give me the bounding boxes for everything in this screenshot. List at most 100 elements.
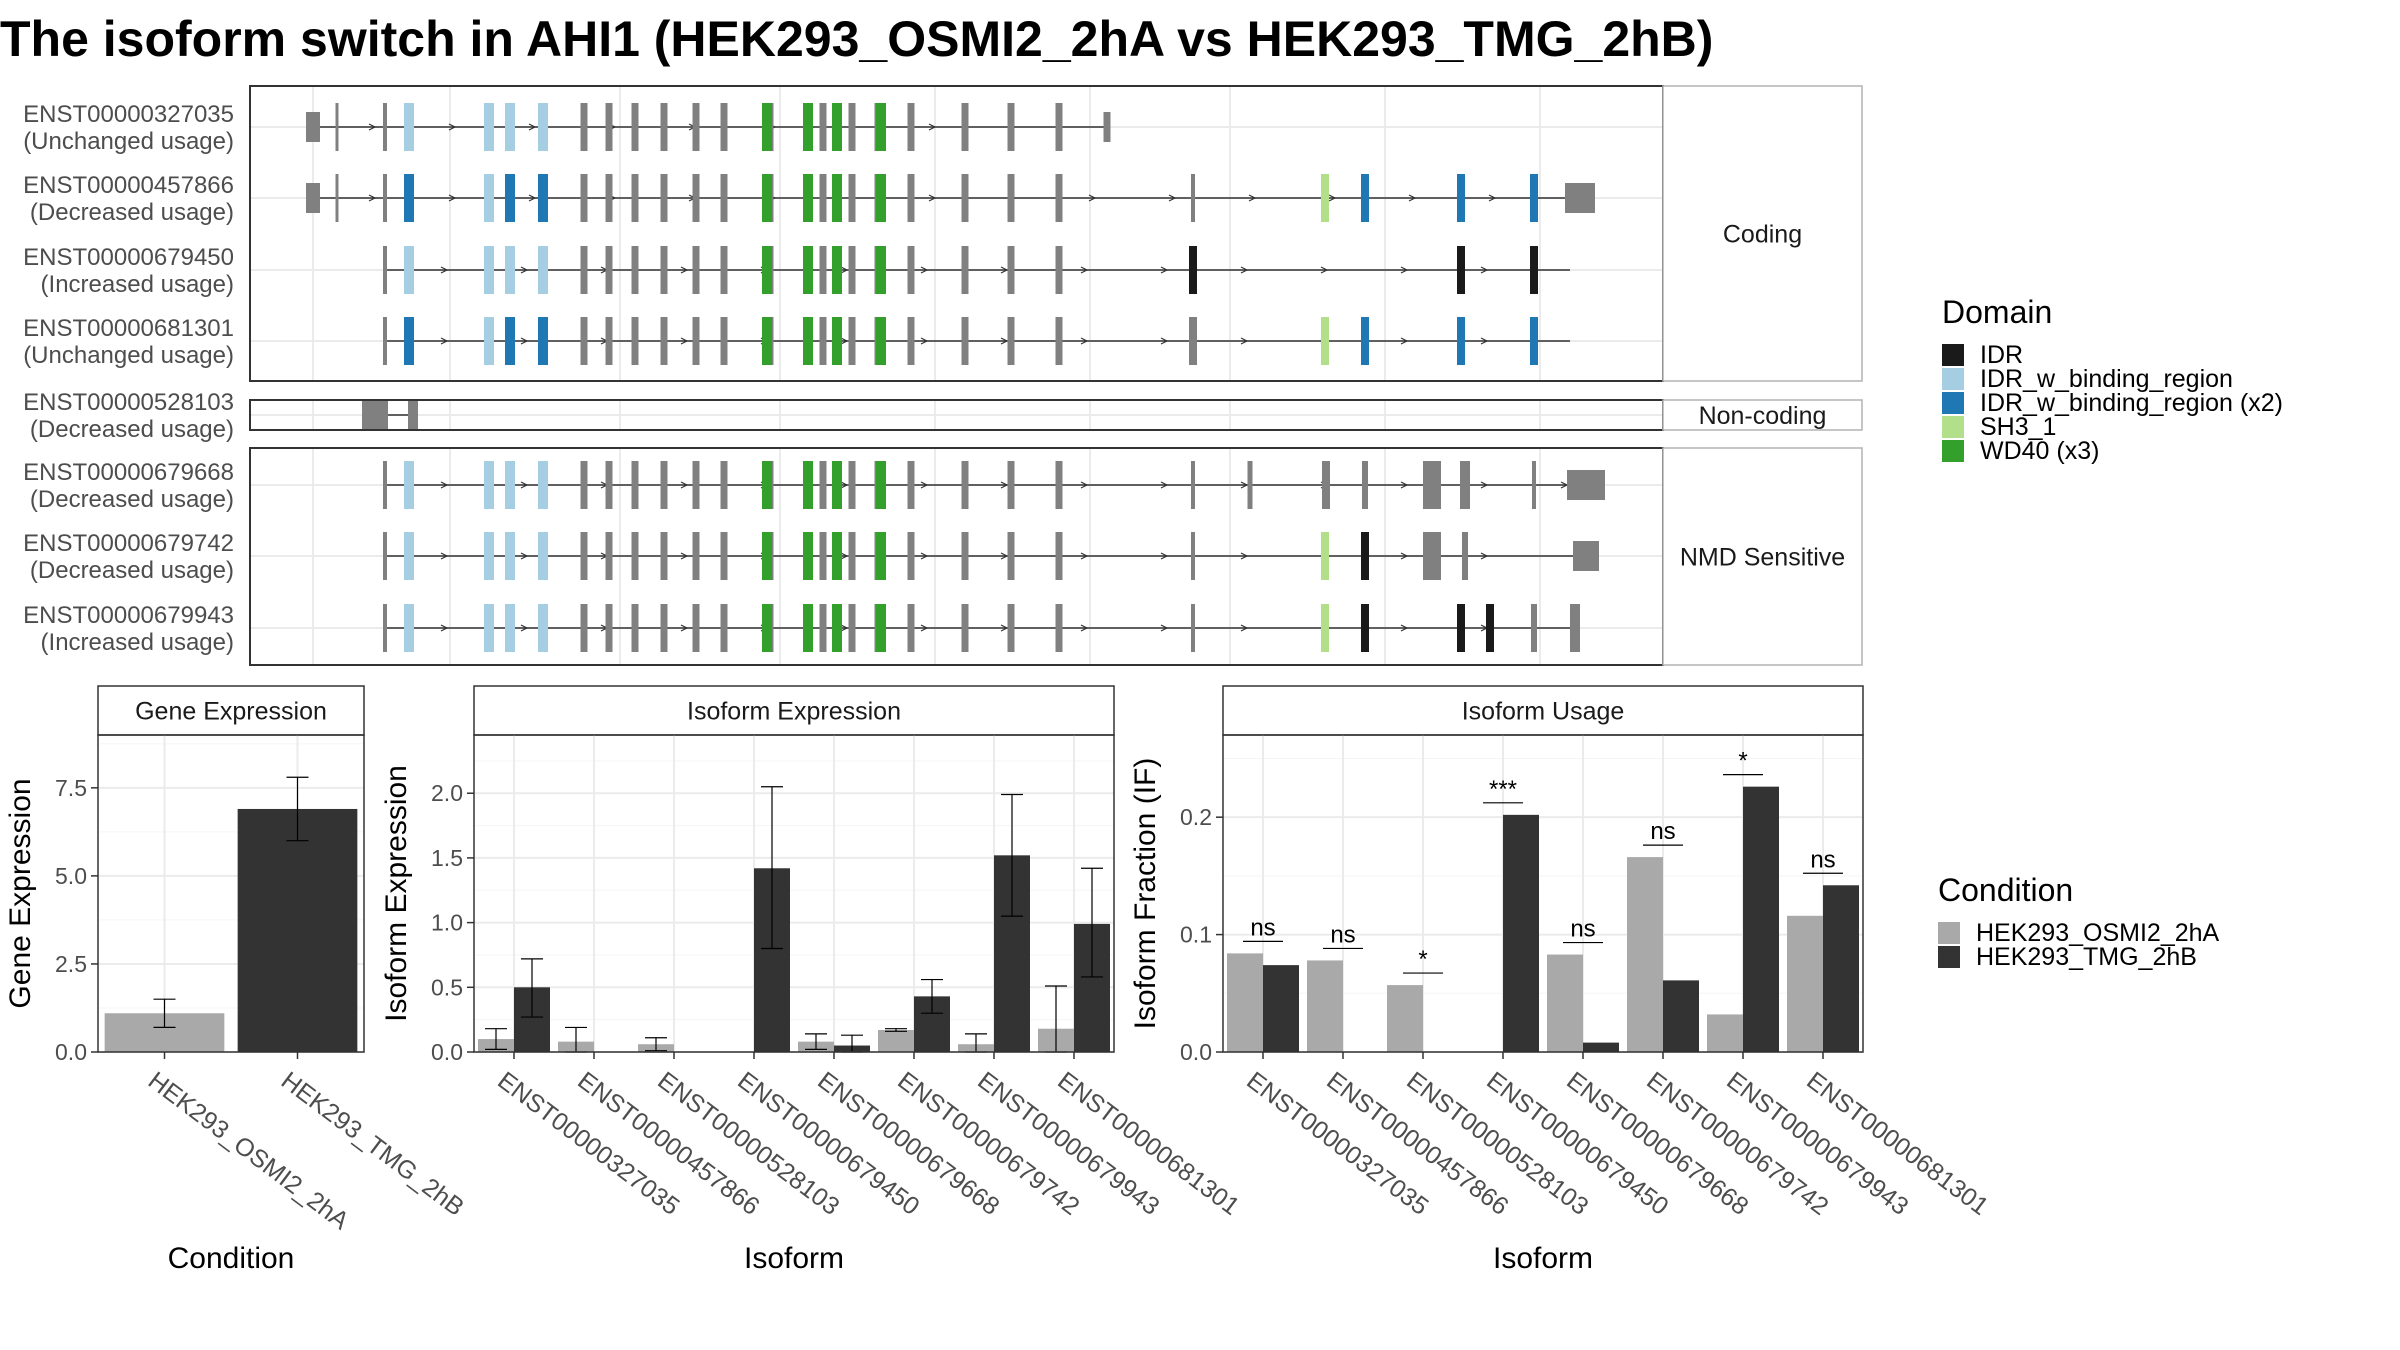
- strand-arrow: [1000, 624, 1009, 632]
- domain-exon: [876, 532, 886, 580]
- legend-label: HEK293_OSMI2_2hA: [1976, 919, 2220, 947]
- exon: [720, 246, 728, 294]
- strand-arrow: [1000, 266, 1009, 274]
- domain-exon: [803, 103, 813, 151]
- bar: [878, 1030, 914, 1052]
- transcript-usage-label: (Increased usage): [41, 629, 234, 656]
- domain-exon: [832, 246, 842, 294]
- exon: [692, 604, 700, 652]
- exon: [961, 604, 969, 652]
- panel-background: [250, 86, 1663, 381]
- strand-arrow: [920, 266, 929, 274]
- significance-label: ns: [1570, 916, 1595, 943]
- exon: [1055, 461, 1063, 509]
- error-bar: [761, 786, 783, 950]
- exon: [660, 174, 668, 222]
- strand-arrow: [1168, 194, 1177, 202]
- exon: [383, 174, 387, 222]
- exon: [692, 317, 700, 365]
- domain-exon: [1530, 246, 1538, 294]
- bar: [1583, 1042, 1619, 1052]
- bar: [1503, 814, 1539, 1052]
- strand-arrow: [1000, 481, 1009, 489]
- domain-exon: [404, 461, 414, 509]
- exon: [1007, 174, 1015, 222]
- transcript-id-label: ENST00000681301: [23, 315, 234, 342]
- panel-strip-label: Non-coding: [1699, 402, 1827, 430]
- exon: [1007, 604, 1015, 652]
- strand-arrow: [920, 481, 929, 489]
- domain-exon: [803, 246, 813, 294]
- domain-exon: [404, 532, 414, 580]
- domain-exon: [538, 174, 548, 222]
- domain-exon: [1321, 317, 1329, 365]
- strand-arrow: [1400, 337, 1409, 345]
- y-axis-label: Isoform Fraction (IF): [1129, 758, 1162, 1030]
- domain-exon: [876, 174, 886, 222]
- significance-label: ns: [1650, 818, 1675, 845]
- transcript-ENST00000679742: ENST00000679742(Decreased usage): [23, 530, 1599, 584]
- error-bar: [153, 998, 176, 1028]
- exon: [1055, 532, 1063, 580]
- domain-exon: [876, 103, 886, 151]
- exon: [1532, 461, 1536, 509]
- transcript-id-label: ENST00000679450: [23, 244, 234, 271]
- legend-key: [1942, 368, 1964, 390]
- chart-strip: [97, 685, 365, 736]
- transcript-ENST00000327035: ENST00000327035(Unchanged usage): [23, 101, 1111, 155]
- exon: [1423, 532, 1441, 580]
- significance-label: *: [1418, 946, 1427, 973]
- strand-arrow: [680, 552, 689, 560]
- exon: [335, 174, 339, 222]
- domain-exon: [762, 174, 772, 222]
- bar: [1823, 885, 1859, 1052]
- exon: [605, 461, 613, 509]
- legend-label: IDR_w_binding_region (x2): [1980, 389, 2283, 417]
- strand-arrow: [1240, 481, 1249, 489]
- exon: [660, 246, 668, 294]
- domain-exon: [1189, 246, 1197, 294]
- domain-exon: [832, 461, 842, 509]
- transcript-usage-label: (Unchanged usage): [23, 128, 234, 155]
- domain-exon: [1361, 604, 1369, 652]
- exon: [1565, 183, 1595, 213]
- strand-arrow: [1400, 481, 1409, 489]
- strand-arrow: [1240, 624, 1249, 632]
- domain-exon: [505, 317, 515, 365]
- legend-key: [1942, 440, 1964, 462]
- exon: [408, 400, 418, 430]
- domain-exon: [803, 604, 813, 652]
- exon: [1462, 532, 1468, 580]
- domain-exon: [538, 246, 548, 294]
- domain-exon: [484, 461, 494, 509]
- domain-exon: [484, 604, 494, 652]
- error-bar: [885, 1028, 907, 1032]
- domain-exon: [762, 532, 772, 580]
- exon: [1191, 174, 1195, 222]
- plot-frame: [473, 734, 1115, 1053]
- exon: [580, 461, 588, 509]
- domain-exon: [1361, 532, 1369, 580]
- exon: [720, 604, 728, 652]
- transcript-usage-label: (Increased usage): [41, 271, 234, 298]
- strand-arrow: [928, 123, 937, 131]
- bar: [1627, 857, 1663, 1052]
- strand-arrow: [1080, 266, 1089, 274]
- strand-arrow: [440, 266, 449, 274]
- panel-strip-label: NMD Sensitive: [1680, 544, 1845, 572]
- chart-strip: [473, 685, 1115, 736]
- exon: [1191, 532, 1195, 580]
- legend-key: [1938, 922, 1960, 944]
- exon: [580, 103, 588, 151]
- domain-exon: [1486, 604, 1494, 652]
- exon: [819, 532, 827, 580]
- exon: [383, 317, 387, 365]
- domain-exon: [1321, 174, 1329, 222]
- strand-arrow: [1240, 337, 1249, 345]
- legend-label: WD40 (x3): [1980, 437, 2099, 465]
- exon: [605, 317, 613, 365]
- strand-arrow: [1480, 552, 1489, 560]
- domain-exon: [1321, 532, 1329, 580]
- error-bar: [1001, 793, 1023, 917]
- exon: [1247, 461, 1253, 509]
